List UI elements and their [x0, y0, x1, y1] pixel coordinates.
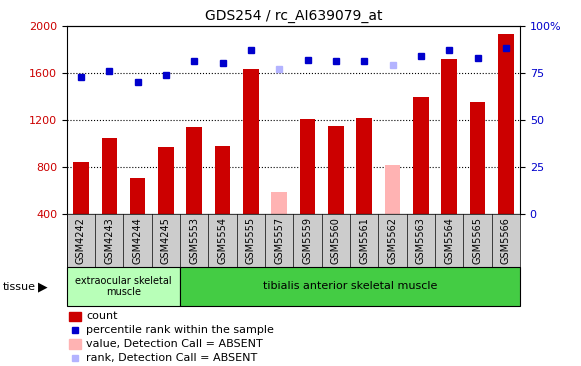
Bar — [102, 138, 117, 214]
Bar — [413, 97, 429, 214]
Text: GSM4245: GSM4245 — [161, 217, 171, 264]
Text: GSM5554: GSM5554 — [218, 217, 228, 264]
Bar — [442, 59, 457, 214]
Text: GSM5557: GSM5557 — [274, 217, 284, 264]
Bar — [67, 267, 180, 306]
Bar — [69, 339, 81, 349]
Text: tibialis anterior skeletal muscle: tibialis anterior skeletal muscle — [263, 281, 437, 291]
Text: GSM4242: GSM4242 — [76, 217, 86, 264]
Text: GSM4244: GSM4244 — [132, 217, 142, 264]
Bar — [215, 146, 231, 214]
Text: rank, Detection Call = ABSENT: rank, Detection Call = ABSENT — [86, 353, 257, 363]
Bar — [158, 147, 174, 214]
Text: GSM5553: GSM5553 — [189, 217, 199, 264]
Bar — [130, 178, 145, 214]
Text: GSM5559: GSM5559 — [303, 217, 313, 264]
Bar — [328, 126, 344, 214]
Bar — [243, 69, 259, 214]
Bar — [180, 267, 520, 306]
Bar — [469, 102, 485, 214]
Text: count: count — [86, 311, 118, 321]
Text: ▶: ▶ — [38, 281, 47, 294]
Text: GSM5562: GSM5562 — [388, 217, 397, 264]
Text: GSM5555: GSM5555 — [246, 217, 256, 264]
Text: tissue: tissue — [3, 282, 36, 292]
Text: GSM5561: GSM5561 — [359, 217, 369, 264]
Bar — [271, 192, 287, 214]
Text: GSM5566: GSM5566 — [501, 217, 511, 264]
Text: GSM5565: GSM5565 — [472, 217, 482, 264]
Bar — [498, 34, 514, 214]
Bar — [356, 117, 372, 214]
Text: GSM4243: GSM4243 — [105, 217, 114, 264]
Title: GDS254 / rc_AI639079_at: GDS254 / rc_AI639079_at — [205, 9, 382, 23]
Bar — [69, 312, 81, 321]
Bar — [300, 119, 315, 214]
Bar — [73, 162, 89, 214]
Text: GSM5560: GSM5560 — [331, 217, 341, 264]
Text: extraocular skeletal
muscle: extraocular skeletal muscle — [75, 276, 172, 297]
Bar — [385, 165, 400, 214]
Bar — [187, 127, 202, 214]
Text: percentile rank within the sample: percentile rank within the sample — [86, 325, 274, 335]
Text: value, Detection Call = ABSENT: value, Detection Call = ABSENT — [86, 339, 263, 349]
Text: GSM5563: GSM5563 — [416, 217, 426, 264]
Text: GSM5564: GSM5564 — [444, 217, 454, 264]
